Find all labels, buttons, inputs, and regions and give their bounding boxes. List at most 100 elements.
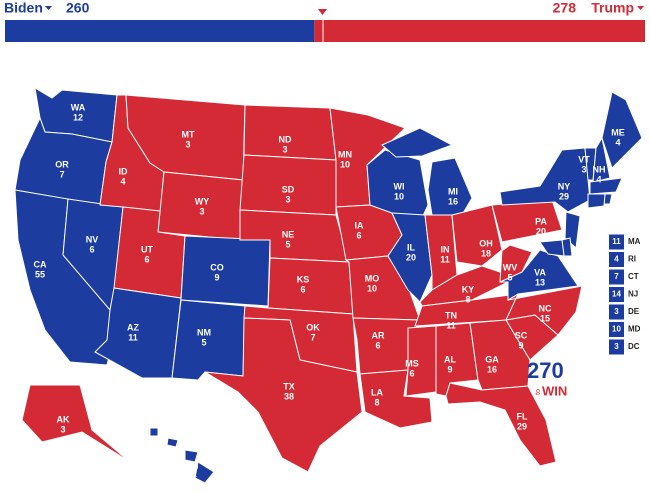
state-votes: 13 <box>535 277 545 287</box>
bar-right <box>314 20 645 42</box>
state-votes: 8 <box>465 294 470 304</box>
state-votes: 5 <box>285 239 290 249</box>
small-state-abbr: MA <box>628 237 641 246</box>
state-shape <box>204 317 363 473</box>
state-votes: 20 <box>536 226 546 236</box>
state-abbr: AR <box>372 330 385 340</box>
small-state-votes: 10 <box>612 325 621 334</box>
state-shape <box>171 299 246 381</box>
state-abbr: UT <box>141 244 153 254</box>
state-abbr: IA <box>355 220 365 230</box>
state-abbr: NY <box>558 181 571 191</box>
state-abbr: IL <box>407 242 416 252</box>
state-abbr: MI <box>448 186 458 196</box>
state-abbr: WV <box>503 262 518 272</box>
state-abbr: OK <box>306 322 320 332</box>
state-shape <box>491 244 533 283</box>
small-state-box <box>609 322 624 337</box>
small-state-box <box>609 252 624 267</box>
state-abbr: MS <box>405 358 419 368</box>
state-abbr: ND <box>279 134 292 144</box>
state-votes: 11 <box>446 320 456 330</box>
dropdown-caret[interactable] <box>45 6 52 10</box>
state-shape <box>180 235 271 307</box>
state-votes: 3 <box>581 164 586 174</box>
state-abbr: WI <box>394 181 405 191</box>
state-abbr: NV <box>86 234 99 244</box>
candidate-left[interactable]: Biden <box>4 0 43 16</box>
state-abbr: PA <box>535 216 547 226</box>
state-shape <box>184 449 199 463</box>
state-votes: 3 <box>185 139 190 149</box>
state-abbr: GA <box>485 354 499 364</box>
states <box>14 87 643 484</box>
state-abbr: CO <box>210 262 224 272</box>
state-abbr: OH <box>479 238 493 248</box>
state-votes: 4 <box>191 470 196 480</box>
small-state-votes: 7 <box>614 272 619 281</box>
logo-to: to <box>535 389 542 395</box>
small-state-box <box>609 339 624 355</box>
state-abbr: FL <box>517 411 528 421</box>
state-abbr: MT <box>182 129 195 139</box>
state-abbr: TN <box>445 310 457 320</box>
state-abbr: SC <box>515 330 528 340</box>
small-state-votes: 14 <box>612 290 621 299</box>
state-abbr: KY <box>462 284 475 294</box>
state-shape <box>499 249 579 301</box>
state-abbr: WY <box>195 196 210 206</box>
state-votes: 8 <box>374 397 379 407</box>
bar-left <box>5 20 315 42</box>
small-state-box <box>609 269 624 285</box>
small-state-abbr: RI <box>628 255 636 264</box>
small-state-abbr: MD <box>628 325 641 334</box>
state-abbr: NH <box>593 164 606 174</box>
votes-right: 278 <box>553 0 577 16</box>
state-votes: 15 <box>540 313 550 323</box>
state-votes: 16 <box>448 196 458 206</box>
logo-win: WIN <box>542 383 567 398</box>
small-state-abbr: CT <box>628 272 639 281</box>
state-shape <box>589 177 623 195</box>
state-votes: 5 <box>507 272 512 282</box>
state-abbr: ME <box>611 127 625 137</box>
small-state-votes: 3 <box>614 342 619 351</box>
state-votes: 11 <box>440 254 450 264</box>
state-abbr: OR <box>55 159 69 169</box>
state-votes: 16 <box>487 364 497 374</box>
small-state-abbr: NJ <box>628 290 638 299</box>
state-abbr: MO <box>365 273 380 283</box>
state-votes: 3 <box>199 206 204 216</box>
state-abbr: ID <box>119 166 129 176</box>
dropdown-caret[interactable] <box>637 6 644 10</box>
logo: 270 to WIN <box>527 358 567 399</box>
majority-marker <box>318 9 327 15</box>
state-abbr: AK <box>57 414 70 424</box>
state-shape <box>21 384 131 463</box>
state-votes: 10 <box>394 191 404 201</box>
state-abbr: TX <box>283 381 295 391</box>
state-votes: 6 <box>89 244 94 254</box>
state-shape <box>166 437 179 448</box>
state-abbr: MN <box>338 149 352 159</box>
state-votes: 10 <box>367 283 377 293</box>
state-abbr: WA <box>71 102 86 112</box>
state-votes: 9 <box>447 364 452 374</box>
state-votes: 18 <box>481 248 491 258</box>
state-votes: 11 <box>128 332 138 342</box>
state-shape <box>149 427 159 437</box>
candidate-right[interactable]: Trump <box>591 0 634 16</box>
state-shape <box>587 193 606 209</box>
state-abbr: SD <box>282 184 295 194</box>
state-abbr: AL <box>444 354 456 364</box>
small-state-votes: 3 <box>614 307 619 316</box>
state-abbr: VA <box>534 267 546 277</box>
state-shape <box>405 325 437 397</box>
state-votes: 9 <box>214 272 219 282</box>
state-abbr: IN <box>441 244 450 254</box>
state-abbr: NC <box>539 303 552 313</box>
state-votes: 10 <box>340 159 350 169</box>
state-votes: 55 <box>35 269 45 279</box>
